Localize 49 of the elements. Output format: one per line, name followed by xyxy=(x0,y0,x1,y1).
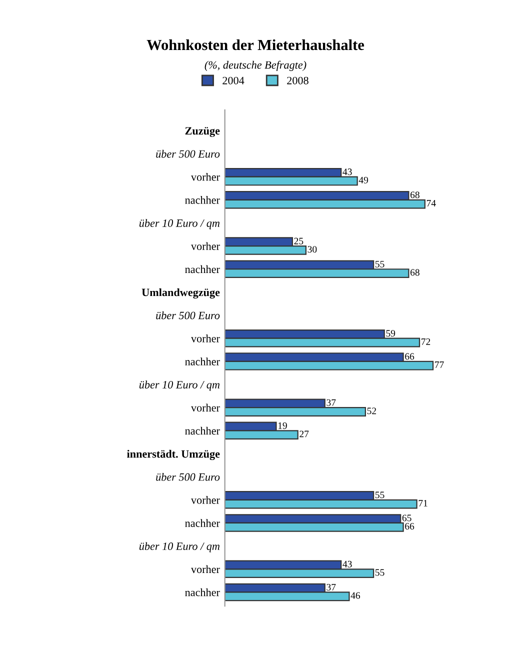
y-tick-label: vorher xyxy=(190,242,220,250)
y-tick-label: innerstädt. Umzüge xyxy=(127,450,220,460)
y-tick-label: vorher xyxy=(190,172,220,181)
chart-title: Wohnkosten der Mieterhaushalte xyxy=(146,39,364,50)
data-label: 30 xyxy=(308,246,317,253)
y-tick-label: über 500 Euro xyxy=(156,150,220,158)
y-tick-label: nachher xyxy=(185,358,220,366)
data-label: 43 xyxy=(342,560,352,568)
y-tick-label: nachher xyxy=(185,426,220,435)
data-label: 52 xyxy=(367,408,376,414)
y-tick-label: vorher xyxy=(190,496,220,504)
data-label: 77 xyxy=(435,362,444,368)
y-tick-label: vorher xyxy=(190,565,220,574)
data-label: 66 xyxy=(405,523,414,530)
data-label: 46 xyxy=(350,592,360,599)
y-tick-label: nachher xyxy=(185,519,220,527)
y-tick-label: Zuzüge xyxy=(185,127,220,137)
y-tick-label: vorher xyxy=(190,404,220,412)
data-label: 27 xyxy=(300,430,309,438)
chart-subtitle: (%, deutsche Befragte) xyxy=(204,60,306,71)
data-label: 55 xyxy=(376,492,384,498)
y-tick-label: über 10 Euro / qm xyxy=(139,219,220,230)
y-tick-label: über 500 Euro xyxy=(156,311,220,320)
data-label: 68 xyxy=(410,192,420,198)
y-tick-label: Umlandwegzüge xyxy=(142,288,220,299)
data-label: 37 xyxy=(326,584,336,590)
data-label: 43 xyxy=(342,168,352,176)
data-label: 59 xyxy=(386,330,396,337)
data-label: 71 xyxy=(418,500,428,506)
y-tick-label: nachher xyxy=(185,196,220,204)
data-label: 72 xyxy=(422,338,430,345)
data-label: 25 xyxy=(294,238,304,244)
y-tick-label: nachher xyxy=(185,265,220,274)
y-tick-label: über 500 Euro xyxy=(156,472,220,481)
data-label: 68 xyxy=(410,269,420,276)
data-label: 74 xyxy=(426,200,436,206)
data-label: 55 xyxy=(376,569,384,576)
y-tick-label: nachher xyxy=(185,588,220,596)
legend-label: 2008 xyxy=(287,76,308,84)
y-tick-label: vorher xyxy=(190,334,220,342)
y-tick-label: über 10 Euro / qm xyxy=(139,542,220,552)
data-label: 55 xyxy=(376,260,384,268)
data-label: 66 xyxy=(405,353,414,360)
data-label: 49 xyxy=(358,176,368,184)
data-label: 37 xyxy=(326,399,336,406)
data-label: 65 xyxy=(402,514,412,522)
legend-label: 2004 xyxy=(222,76,244,84)
data-label: 19 xyxy=(278,422,287,429)
y-tick-label: über 10 Euro / qm xyxy=(139,380,220,391)
